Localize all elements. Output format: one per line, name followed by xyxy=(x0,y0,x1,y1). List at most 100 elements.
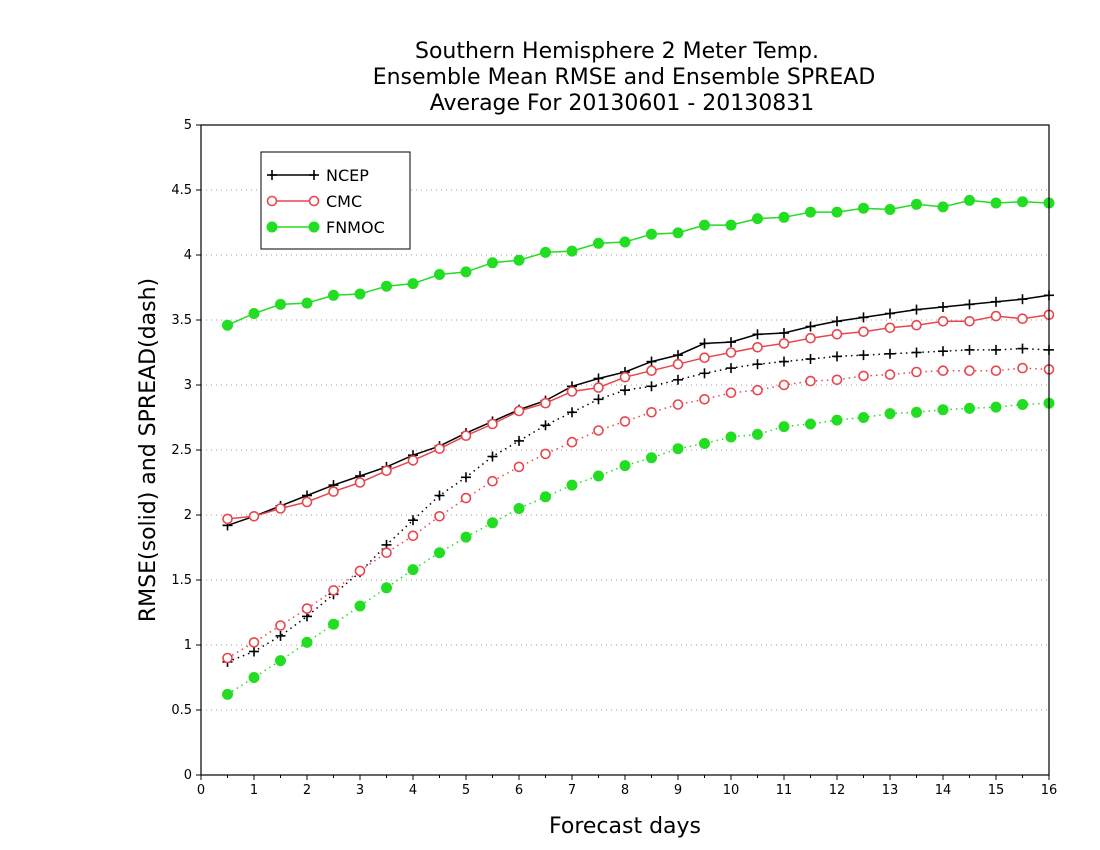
y-tick-label-8: 4 xyxy=(184,248,192,263)
data-point-5-12 xyxy=(540,491,551,503)
data-point-1-7 xyxy=(407,455,419,466)
data-point-3-2 xyxy=(275,630,286,641)
legend-marker-right-0 xyxy=(309,170,319,180)
y-tick-label-0: 0 xyxy=(184,768,192,783)
data-point-4-5 xyxy=(354,565,366,577)
data-point-0-14 xyxy=(593,373,604,384)
data-point-5-22 xyxy=(805,418,816,430)
data-point-5-11 xyxy=(513,503,525,514)
data-point-0-19 xyxy=(726,337,736,348)
data-point-5-25 xyxy=(884,408,896,420)
data-point-3-28 xyxy=(964,344,975,355)
data-point-4-25 xyxy=(884,369,896,380)
data-point-3-17 xyxy=(673,374,683,385)
y-axis-label: RMSE(solid) and SPREAD(dash) xyxy=(136,278,161,622)
series-line-4 xyxy=(227,367,1050,659)
data-point-4-24 xyxy=(858,370,869,382)
y-tick-label-2: 1 xyxy=(184,638,192,653)
data-point-5-19 xyxy=(725,431,737,443)
legend-marker-left-1 xyxy=(266,195,278,207)
data-point-4-11 xyxy=(513,461,525,473)
data-point-1-11 xyxy=(513,405,525,417)
data-point-5-6 xyxy=(381,582,392,594)
grid xyxy=(201,189,1049,711)
data-point-2-29 xyxy=(990,197,1002,209)
data-point-4-28 xyxy=(964,365,975,377)
data-point-3-9 xyxy=(461,472,471,483)
data-point-2-17 xyxy=(672,227,684,239)
data-point-1-20 xyxy=(752,341,763,353)
data-point-3-25 xyxy=(885,348,895,359)
y-tick-label-6: 3 xyxy=(184,378,192,393)
data-point-3-13 xyxy=(567,407,577,418)
data-point-2-15 xyxy=(619,236,631,248)
data-point-2-4 xyxy=(328,289,339,301)
series-line-5 xyxy=(227,402,1050,696)
x-tick-label-8: 8 xyxy=(621,783,629,798)
legend-marker-right-2 xyxy=(308,221,320,233)
data-point-5-15 xyxy=(619,460,631,472)
series-line-0 xyxy=(227,294,1050,527)
data-point-5-16 xyxy=(646,452,657,464)
data-point-1-23 xyxy=(831,328,843,340)
data-point-0-26 xyxy=(911,304,922,315)
data-point-1-24 xyxy=(858,326,869,338)
data-point-4-12 xyxy=(540,448,551,460)
data-point-5-21 xyxy=(778,421,790,433)
data-point-3-22 xyxy=(805,354,816,364)
data-point-3-20 xyxy=(752,359,763,370)
data-point-0-18 xyxy=(699,338,710,349)
data-point-4-18 xyxy=(699,393,710,405)
data-point-1-2 xyxy=(275,503,286,514)
data-point-1-30 xyxy=(1017,313,1028,325)
data-point-4-21 xyxy=(778,379,790,391)
data-point-2-24 xyxy=(858,202,869,214)
data-point-4-10 xyxy=(487,475,498,487)
data-point-3-12 xyxy=(540,420,551,431)
data-point-2-30 xyxy=(1017,196,1028,208)
data-point-4-22 xyxy=(805,375,816,387)
x-tick-label-11: 11 xyxy=(776,783,793,798)
y-tick-label-5: 2.5 xyxy=(171,443,192,458)
data-point-3-18 xyxy=(699,368,710,379)
chart-title-line-1: Southern Hemisphere 2 Meter Temp. xyxy=(415,39,819,64)
data-point-1-28 xyxy=(964,315,975,327)
data-point-3-7 xyxy=(408,515,418,526)
data-point-5-23 xyxy=(831,414,843,426)
data-point-0-29 xyxy=(991,296,1001,307)
data-point-2-14 xyxy=(593,237,604,249)
x-tick-label-2: 2 xyxy=(303,783,311,798)
data-point-1-26 xyxy=(911,319,922,331)
legend-label-0: NCEP xyxy=(326,166,369,185)
data-point-2-12 xyxy=(540,246,551,258)
data-point-4-27 xyxy=(937,365,949,377)
data-point-2-22 xyxy=(805,206,816,218)
data-point-1-15 xyxy=(619,371,631,383)
y-tick-label-3: 1.5 xyxy=(171,573,192,588)
data-point-2-7 xyxy=(407,278,419,290)
data-point-5-17 xyxy=(672,443,684,455)
data-point-4-23 xyxy=(831,374,843,386)
data-point-2-13 xyxy=(566,245,578,257)
data-point-3-27 xyxy=(938,346,948,357)
data-point-2-21 xyxy=(778,211,790,223)
x-tick-label-10: 10 xyxy=(723,783,740,798)
data-point-5-1 xyxy=(248,672,260,683)
data-point-1-14 xyxy=(593,382,604,393)
data-point-1-21 xyxy=(778,338,790,349)
data-point-2-23 xyxy=(831,206,843,218)
data-point-0-22 xyxy=(805,321,816,332)
data-point-4-9 xyxy=(460,492,472,504)
legend-entry-fnmoc: FNMOC xyxy=(266,218,385,237)
data-point-5-18 xyxy=(699,438,710,449)
data-point-3-15 xyxy=(620,385,630,396)
chart-title-line-3: Average For 20130601 - 20130831 xyxy=(430,91,815,116)
data-point-0-23 xyxy=(832,316,842,327)
x-tick-label-6: 6 xyxy=(515,783,523,798)
data-point-1-9 xyxy=(460,430,472,442)
data-point-3-26 xyxy=(911,347,922,358)
chart-title: Southern Hemisphere 2 Meter Temp. Ensemb… xyxy=(373,39,876,116)
series-layer xyxy=(222,194,1055,700)
data-point-3-10 xyxy=(487,451,498,462)
data-point-3-19 xyxy=(726,363,736,374)
